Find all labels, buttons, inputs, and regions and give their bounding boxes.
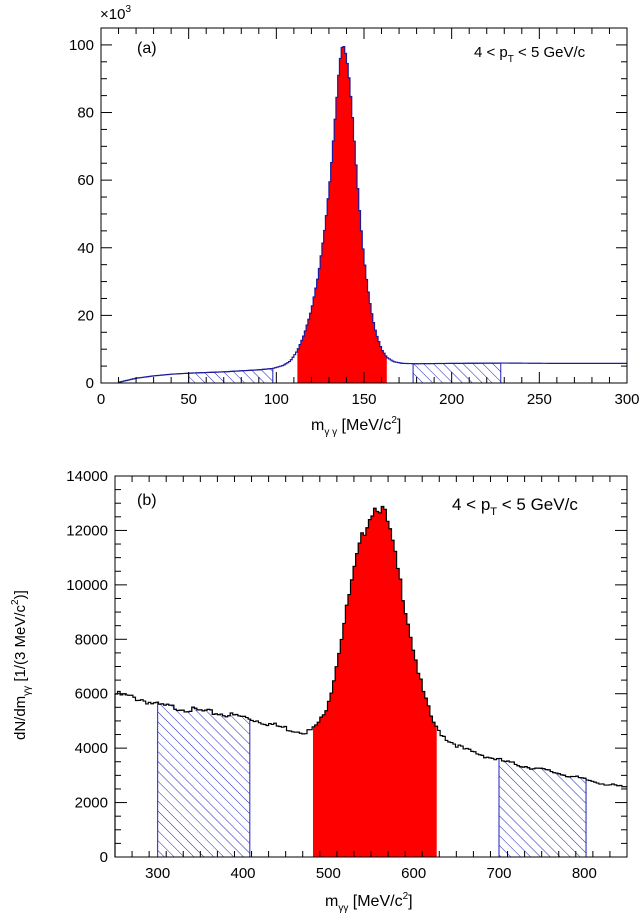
- panel-b-sideband-1: [157, 701, 251, 858]
- panel-a-x-tick-label: 150: [351, 391, 376, 408]
- panel-b-y-tick-label: 8000: [75, 631, 108, 648]
- panel-b-y-tick-label: 12000: [66, 522, 108, 539]
- panel-a-x-tick-label: 0: [97, 391, 105, 408]
- panel-b-label: (b): [137, 492, 157, 509]
- panel-a-x-tick-label: 100: [264, 391, 289, 408]
- panel-b-x-axis-label: mγγ [MeV/c2]: [325, 891, 413, 914]
- panel-b: 300 400 500 600 700 8000200040006000800010000…: [10, 468, 628, 914]
- panel-a-pt-range: 4 < pT < 5 GeV/c: [474, 44, 586, 65]
- panel-b-x-tick-label: 500: [316, 865, 341, 882]
- panel-a-y-tick-label: 40: [77, 240, 94, 257]
- panel-a-x-tick-label: 200: [439, 391, 464, 408]
- panel-b-x-tick-label: 300: [145, 865, 170, 882]
- panel-b-signal-region: [312, 506, 437, 857]
- panel-b-y-tick-label: 0: [100, 849, 108, 866]
- panel-b-pt-range: 4 < pT < 5 GeV/c: [452, 495, 578, 518]
- panel-b-ticks: 300 400 500 600 700 8000200040006000800010000…: [66, 468, 628, 882]
- panel-b-y-tick-label: 6000: [75, 686, 108, 703]
- panel-b-y-tick-label: 4000: [75, 740, 108, 757]
- panel-a-label: (a): [137, 40, 157, 57]
- panel-a-y-tick-label: 0: [86, 375, 94, 392]
- panel-a-x-tick-label: 300: [614, 391, 639, 408]
- panel-a-y-tick-label: 20: [77, 307, 94, 324]
- panel-a-y-tick-label: 100: [69, 37, 94, 54]
- panel-a-x-tick-label: 50: [180, 391, 197, 408]
- panel-a-signal-region: [297, 46, 387, 383]
- panel-b-y-tick-label: 10000: [66, 577, 108, 594]
- panel-b-plot: [114, 505, 627, 858]
- panel-a-x-axis-label: mγ γ [MeV/c2]: [311, 415, 401, 438]
- panel-a-y-tick-label: 60: [77, 172, 94, 189]
- panel-b-histogram-line: [114, 505, 627, 857]
- panel-a-sideband-1: [188, 368, 274, 384]
- panel-b-x-tick-label: 600: [401, 865, 426, 882]
- panel-a-sideband-2: [412, 362, 502, 384]
- panel-a-ticks: 0 50 100 150 200 250 300 0 20 40 60 80 100: [69, 27, 640, 408]
- panel-b-sideband-2: [498, 758, 587, 858]
- panel-b-y-axis-label: dN/dmγγ [1/(3 MeV/c2)]: [10, 590, 33, 740]
- panel-b-x-tick-label: 700: [486, 865, 511, 882]
- panel-a-y-tick-label: 80: [77, 105, 94, 122]
- panel-a-exponent: ×103: [100, 4, 131, 23]
- panel-a-histogram-line: [117, 45, 627, 383]
- panel-b-x-tick-label: 400: [230, 865, 255, 882]
- panel-a-x-tick-label: 250: [527, 391, 552, 408]
- panel-a-plot: [117, 45, 627, 384]
- panel-b-x-tick-label: 800: [572, 865, 597, 882]
- panel-b-y-tick-label: 14000: [66, 468, 108, 485]
- panel-b-y-tick-label: 2000: [75, 795, 108, 812]
